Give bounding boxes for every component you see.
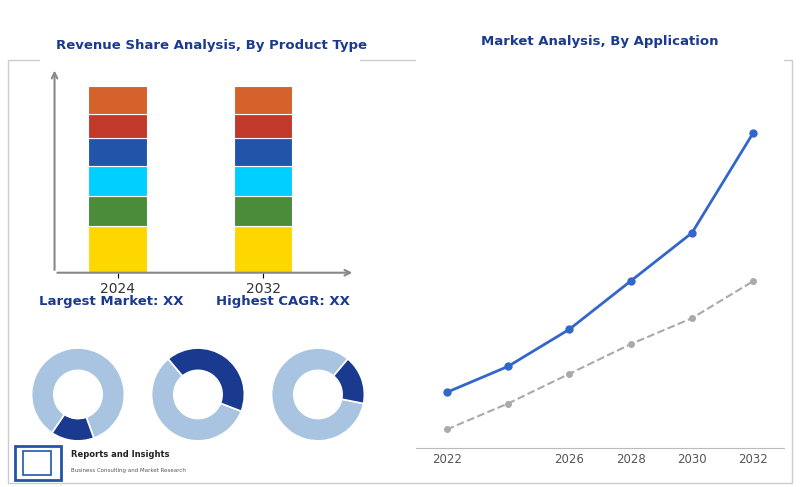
- Text: Business Consulting and Market Research: Business Consulting and Market Research: [70, 468, 186, 472]
- Bar: [15, 446, 61, 480]
- Bar: [234, 225, 292, 273]
- Title: Market Analysis, By Application: Market Analysis, By Application: [482, 35, 718, 48]
- Text: Revenue Share Analysis, By Product Type: Revenue Share Analysis, By Product Type: [56, 39, 367, 52]
- Text: Highest CAGR: XX: Highest CAGR: XX: [216, 296, 350, 308]
- Text: Reports and Insights: Reports and Insights: [70, 450, 170, 459]
- Wedge shape: [52, 414, 94, 441]
- Bar: [234, 114, 292, 138]
- Bar: [23, 451, 51, 475]
- Bar: [89, 196, 146, 225]
- Bar: [234, 138, 292, 166]
- Wedge shape: [152, 359, 242, 441]
- Bar: [234, 86, 292, 114]
- Bar: [89, 225, 146, 273]
- Bar: [234, 196, 292, 225]
- Text: GLOBAL LAB AUTOMATION (TTA AND TLA) MARKET SEGMENT ANALYSIS: GLOBAL LAB AUTOMATION (TTA AND TLA) MARK…: [14, 21, 546, 35]
- Bar: [89, 114, 146, 138]
- Text: Largest Market: XX: Largest Market: XX: [39, 296, 183, 308]
- FancyBboxPatch shape: [8, 60, 792, 483]
- Wedge shape: [168, 348, 244, 411]
- Bar: [89, 86, 146, 114]
- Wedge shape: [272, 348, 363, 441]
- Wedge shape: [334, 359, 364, 404]
- Bar: [89, 138, 146, 166]
- Wedge shape: [32, 348, 124, 438]
- Bar: [234, 166, 292, 196]
- Bar: [89, 166, 146, 196]
